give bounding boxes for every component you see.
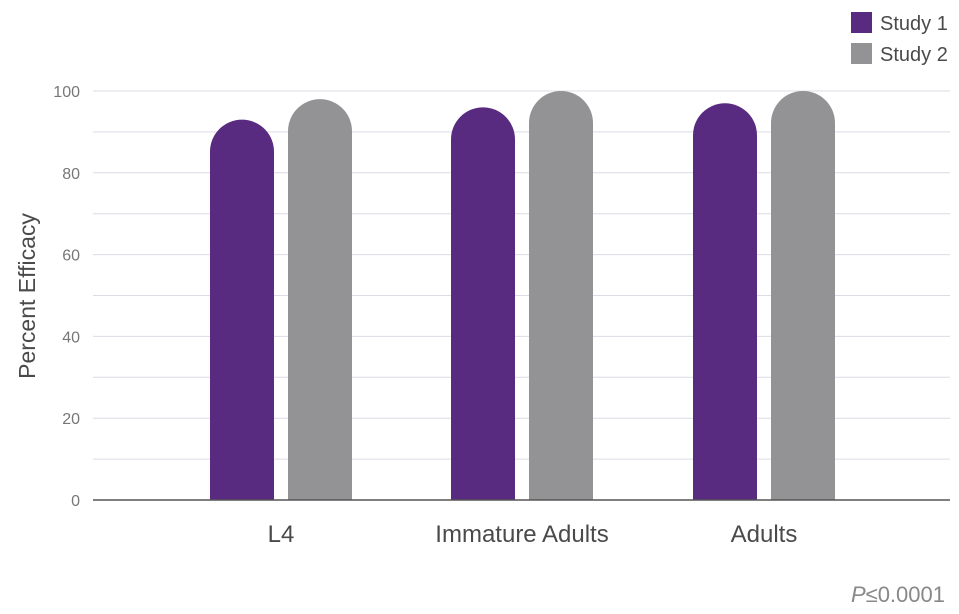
- y-tick-label: 20: [62, 411, 80, 428]
- legend-swatch: [851, 12, 872, 33]
- y-axis-title: Percent Efficacy: [14, 213, 40, 379]
- p-value: ≤0.0001: [865, 582, 945, 607]
- y-tick-label: 40: [62, 329, 80, 346]
- y-tick-label: 100: [53, 84, 80, 101]
- bar-study-1: [210, 119, 274, 500]
- y-tick-label: 0: [71, 493, 80, 510]
- legend-label: Study 2: [880, 44, 948, 66]
- bar-study-2: [529, 91, 593, 500]
- legend-swatch: [851, 43, 872, 64]
- bar-study-1: [693, 103, 757, 500]
- bars: [210, 91, 835, 501]
- p-value-note: P≤0.0001: [851, 582, 945, 608]
- bar-study-2: [771, 91, 835, 500]
- y-tick-label: 80: [62, 166, 80, 183]
- y-tick-label: 60: [62, 248, 80, 265]
- p-symbol: P: [850, 582, 866, 607]
- x-tick-label: Immature Adults: [435, 521, 608, 548]
- legend: Study 1 Study 2: [851, 12, 948, 66]
- x-tick-label: L4: [268, 521, 295, 548]
- legend-label: Study 1: [880, 13, 948, 35]
- x-tick-label: Adults: [731, 521, 798, 548]
- bar-study-2: [288, 99, 352, 500]
- y-axis-ticks: 0 20 40 60 80 100: [53, 84, 80, 510]
- bar-study-1: [451, 107, 515, 501]
- x-axis-labels: L4 Immature Adults Adults: [268, 521, 798, 548]
